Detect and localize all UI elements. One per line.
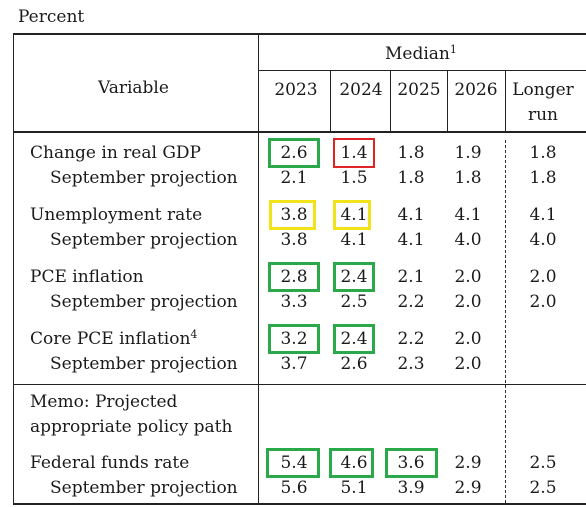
value-cell-2026: 2.0 [454,354,482,374]
value-cell-longer-run: 2.0 [529,292,557,312]
value-cell-longer-run: 4.1 [529,205,557,225]
row-label: Core PCE inflation4 [30,328,198,349]
highlight-box-green [268,138,320,168]
longer-run-header-line1: Longer [512,80,574,100]
highlight-box-yellow [333,200,371,230]
value-cell-2023: 3.2 [280,329,308,349]
col-divider-longer-run [505,70,506,131]
row-label: PCE inflation [30,267,144,287]
row-label: September projection [50,230,238,250]
variable-header: Variable [98,78,169,98]
row-label: Unemployment rate [30,205,203,225]
longer-run-header-line2: run [527,105,559,125]
value-cell-2023: 5.6 [280,478,308,498]
col-divider-2026 [447,70,448,131]
value-cell-2024: 4.1 [340,205,368,225]
value-cell-2026: 2.0 [454,267,482,287]
value-cell-2024: 2.6 [340,354,368,374]
row-label: September projection [50,168,238,188]
row-label: Change in real GDP [30,143,201,163]
row-label: September projection [50,354,238,374]
value-cell-2026: 2.9 [454,453,482,473]
row-label: September projection [50,292,238,312]
value-cell-longer-run: 2.5 [529,478,557,498]
value-cell-2025: 3.6 [397,453,425,473]
value-cell-2025: 2.2 [397,329,425,349]
value-cell-2023: 2.1 [280,168,308,188]
longer-run-dashed-divider [505,140,506,503]
value-cell-2024: 2.5 [340,292,368,312]
median-header: Median1 [385,43,457,64]
value-cell-2025: 1.8 [397,168,425,188]
value-cell-2024: 1.4 [340,143,368,163]
value-cell-longer-run: 1.8 [529,168,557,188]
row-label: Federal funds rate [30,453,190,473]
highlight-box-green [385,448,438,478]
highlight-box-green [333,262,375,292]
value-cell-2025: 3.9 [397,478,425,498]
highlight-box-red [333,138,375,168]
value-cell-2024: 4.6 [340,453,368,473]
highlight-box-green [333,324,375,354]
highlight-box-green [268,262,320,292]
value-cell-2023: 3.8 [280,205,308,225]
value-cell-2026: 4.0 [454,230,482,250]
value-cell-2023: 2.8 [280,267,308,287]
value-cell-2024: 2.4 [340,329,368,349]
year-2025-header: 2025 [397,80,441,100]
value-cell-2025: 2.2 [397,292,425,312]
value-cell-2024: 5.1 [340,478,368,498]
value-cell-longer-run: 2.5 [529,453,557,473]
value-cell-2026: 4.1 [454,205,482,225]
memo-label-line2: appropriate policy path [30,417,233,437]
median-footnote: 1 [449,43,457,56]
value-cell-2023: 3.3 [280,292,308,312]
header-rule [13,131,586,133]
bottom-rule [13,503,586,505]
value-cell-2026: 2.0 [454,292,482,312]
value-cell-2024: 4.1 [340,230,368,250]
value-cell-2025: 2.1 [397,267,425,287]
value-cell-2024: 2.4 [340,267,368,287]
year-2026-header: 2026 [454,80,498,100]
value-cell-longer-run: 1.8 [529,143,557,163]
highlight-box-green [266,448,320,478]
footnote-marker: 4 [190,328,198,341]
value-cell-2024: 1.5 [340,168,368,188]
memo-rule [13,384,586,385]
top-rule [13,33,586,35]
value-cell-longer-run: 4.0 [529,230,557,250]
value-cell-2025: 2.3 [397,354,425,374]
unit-label: Percent [18,7,85,27]
value-cell-2025: 4.1 [397,205,425,225]
highlight-box-yellow [269,200,316,230]
highlight-box-green [268,324,320,354]
value-cell-2023: 2.6 [280,143,308,163]
value-cell-2026: 2.9 [454,478,482,498]
left-border [13,33,14,504]
value-cell-2025: 4.1 [397,230,425,250]
value-cell-2025: 1.8 [397,143,425,163]
value-cell-2023: 3.7 [280,354,308,374]
variable-column-border [258,33,259,504]
highlight-box-green [329,448,374,478]
value-cell-2026: 2.0 [454,329,482,349]
col-divider-2024 [330,70,331,131]
value-cell-2023: 3.8 [280,230,308,250]
row-label: September projection [50,478,238,498]
value-cell-longer-run: 2.0 [529,267,557,287]
value-cell-2023: 5.4 [280,453,308,473]
year-2024-header: 2024 [339,80,383,100]
value-cell-2026: 1.8 [454,168,482,188]
median-rule [258,70,586,71]
col-divider-2025 [390,70,391,131]
value-cell-2026: 1.9 [454,143,482,163]
memo-label-line1: Memo: Projected [30,392,178,412]
year-2023-header: 2023 [274,80,318,100]
